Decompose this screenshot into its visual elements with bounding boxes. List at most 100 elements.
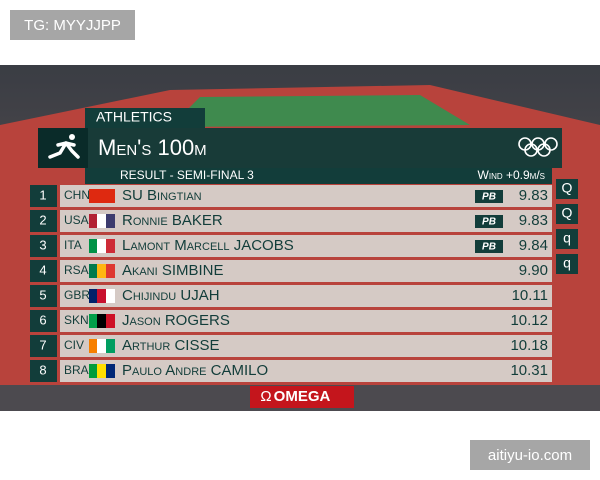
qualifier: Q [562, 205, 573, 221]
sponsor-bar [250, 386, 354, 408]
row-bg [60, 335, 552, 357]
title-bar [38, 128, 562, 168]
time: 10.12 [510, 312, 548, 329]
flag [106, 289, 115, 303]
rank: 5 [39, 287, 46, 302]
rank: 1 [39, 187, 46, 202]
athlete-name: Akani SIMBINE [122, 262, 224, 279]
rank-box [30, 310, 57, 332]
olympic-rings [518, 137, 558, 157]
results-table: 1 CHN SU Bingtian PB 9.83 Q 2 USA Ronnie BAKER PB… [30, 179, 578, 382]
rank: 8 [39, 362, 46, 377]
row-bg [60, 285, 552, 307]
time: 9.83 [519, 212, 548, 229]
qualifier: q [563, 255, 571, 271]
time: 9.83 [519, 187, 548, 204]
rank-box [30, 210, 57, 232]
time: 9.90 [519, 262, 548, 279]
pb-badge [475, 215, 503, 228]
athlete-name: SU Bingtian [122, 187, 202, 204]
flag [106, 339, 115, 353]
country-code: CIV [64, 338, 84, 352]
athlete-name: Arthur CISSE [122, 337, 219, 354]
flag [89, 289, 97, 303]
watermark: TG: MYYJJPP [10, 10, 135, 40]
flag [89, 239, 97, 253]
athlete-name: Lamont Marcell JACOBS [122, 237, 294, 254]
row-bg [60, 185, 552, 207]
row-bg [60, 235, 552, 257]
group-bar [85, 108, 205, 128]
qualifier-box [556, 179, 578, 199]
rank-box [30, 235, 57, 257]
time: 10.11 [512, 287, 548, 304]
watermark: aitiyu-io.com [470, 440, 590, 470]
subtitle: RESULT - SEMI-FINAL 3 [120, 168, 254, 182]
flag [97, 239, 106, 253]
country-code: RSA [64, 263, 89, 277]
flag [89, 339, 97, 353]
qualifier-box [556, 229, 578, 249]
athlete-name: Paulo Andre CAMILO [122, 362, 268, 379]
qualifier-box [556, 204, 578, 224]
country-code: SKN [64, 313, 89, 327]
flag [97, 264, 106, 278]
rank: 6 [39, 312, 46, 327]
rank-box [30, 185, 57, 207]
flag [97, 189, 106, 203]
flag [97, 314, 106, 328]
broadcast-frame: ATHLETICS Men's 100m RESULT - SEMI-FINAL… [0, 65, 600, 411]
time: 9.84 [519, 237, 548, 254]
flag [106, 239, 115, 253]
pb-label: PB [482, 242, 496, 253]
flag [89, 314, 97, 328]
rank-box [30, 360, 57, 382]
rank-box [30, 260, 57, 282]
omega-symbol: Ω [260, 388, 271, 405]
pb-badge [475, 240, 503, 253]
rank: 2 [39, 212, 46, 227]
flag [97, 364, 106, 378]
flag [89, 214, 97, 228]
flag [106, 264, 115, 278]
qualifier-box [556, 254, 578, 274]
field [170, 95, 470, 127]
country-code: USA [64, 213, 89, 227]
pb-label: PB [482, 217, 496, 228]
country-code: GBR [64, 288, 90, 302]
qualifier: q [563, 230, 571, 246]
country-code: ITA [64, 238, 82, 252]
flag [97, 289, 106, 303]
qualifier: Q [562, 180, 573, 196]
flag [106, 364, 115, 378]
flag [89, 264, 97, 278]
event-group: ATHLETICS [96, 109, 172, 125]
flag [97, 339, 106, 353]
row-bg [60, 210, 552, 232]
pb-badge [475, 190, 503, 203]
flag [106, 314, 115, 328]
subtitle-bar [85, 168, 552, 184]
row-bg [60, 260, 552, 282]
rank: 4 [39, 262, 46, 277]
event-title: Men's 100m [98, 135, 207, 160]
flag [97, 214, 106, 228]
wind: Wind +0.9m/s [478, 168, 545, 182]
rank: 3 [39, 237, 46, 252]
country-code: BRA [64, 363, 89, 377]
flag [89, 189, 97, 203]
row-bg [60, 360, 552, 382]
sponsor: OMEGA [274, 388, 331, 405]
time: 10.18 [510, 337, 548, 354]
rank-box [30, 285, 57, 307]
country-code: CHN [64, 188, 90, 202]
athlete-name: Chijindu UJAH [122, 287, 220, 304]
flag [106, 189, 115, 203]
athlete-name: Jason ROGERS [122, 312, 230, 329]
sprinter-icon [48, 134, 80, 159]
flag [106, 214, 115, 228]
athlete-name: Ronnie BAKER [122, 212, 223, 229]
time: 10.31 [510, 362, 548, 379]
pb-label: PB [482, 192, 496, 203]
